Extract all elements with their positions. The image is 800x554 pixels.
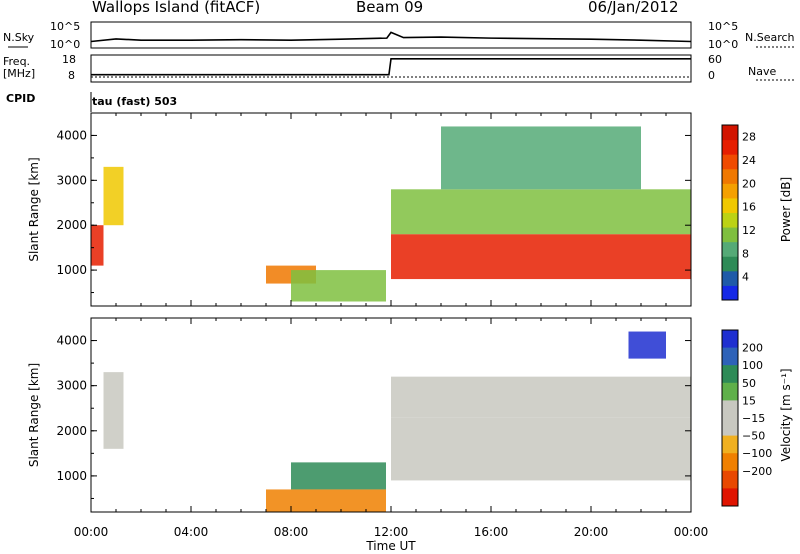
velocity-region-3 (391, 417, 691, 481)
beam-label: Beam 09 (356, 0, 424, 16)
freq-left-top-tick: 18 (62, 53, 76, 66)
velocity-region-1 (291, 462, 386, 490)
power-colorbar-label: Power [dB] (779, 177, 793, 242)
velocity-colorbar-tick-5: −50 (742, 430, 765, 443)
noise-right-bottom-tick: 10^0 (708, 38, 739, 51)
nsky-series-line (90, 31, 692, 43)
velocity-colorbar-cell-1 (722, 347, 738, 366)
freq-series-line (91, 57, 691, 76)
power-colorbar-cell-7 (722, 183, 738, 199)
velocity-ytick-label-2: 3000 (56, 379, 87, 393)
power-colorbar-cell-10 (722, 139, 738, 155)
velocity-colorbar-cell-5 (722, 418, 738, 437)
power-region-3 (291, 270, 386, 302)
velocity-region-0 (103, 372, 124, 449)
xtick-label-4: 16:00 (474, 525, 509, 539)
xtick-label-2: 08:00 (274, 525, 309, 539)
velocity-ytick-label-1: 2000 (56, 424, 87, 438)
power-region-1 (103, 166, 124, 226)
xtick-label-6: 00:00 (674, 525, 709, 539)
xtick-label-0: 00:00 (74, 525, 109, 539)
velocity-ytick-label-3: 4000 (56, 334, 87, 348)
power-colorbar-cell-5 (722, 212, 738, 228)
power-colorbar-tick-3: 16 (742, 201, 756, 214)
velocity-colorbar-cell-0 (722, 330, 738, 349)
freq-right-top-tick: 60 (708, 53, 722, 66)
cpid-label: CPID (6, 92, 36, 105)
power-colorbar-frame (721, 124, 739, 301)
power-colorbar-cell-0 (722, 285, 738, 301)
velocity-colorbar-cell-2 (722, 365, 738, 384)
velocity-region-5 (628, 331, 666, 359)
velocity-colorbar-frame (721, 329, 739, 507)
power-ytick-label-3: 4000 (56, 128, 87, 142)
nsky-label: N.Sky (3, 31, 35, 44)
velocity-colorbar-cell-8 (722, 470, 738, 489)
velocity-colorbar-tick-3: 15 (742, 394, 756, 407)
power-colorbar-cell-2 (722, 256, 738, 272)
power-colorbar-tick-6: 28 (742, 131, 756, 144)
velocity-colorbar-cell-7 (722, 453, 738, 472)
noise-left-top-tick: 10^5 (50, 20, 81, 33)
velocity-colorbar-cell-9 (722, 488, 738, 507)
freq-label: Freq. (3, 55, 31, 68)
power-colorbar-cell-9 (722, 154, 738, 170)
power-colorbar-cell-3 (722, 241, 738, 257)
power-ylabel: Slant Range [km] (27, 157, 41, 261)
xtick-label-5: 20:00 (574, 525, 609, 539)
power-ytick-label-2: 3000 (56, 173, 87, 187)
velocity-region-4 (391, 376, 691, 418)
freq-left-bottom-tick: 8 (68, 69, 75, 82)
power-ytick-label-1: 2000 (56, 218, 87, 232)
velocity-colorbar-tick-7: −200 (742, 465, 772, 478)
power-colorbar-tick-4: 20 (742, 177, 756, 190)
xtick-label-3: 12:00 (374, 525, 409, 539)
velocity-ylabel: Slant Range [km] (27, 363, 41, 467)
freq-unit-label: [MHz] (3, 67, 36, 80)
cpid-value: tau (fast) 503 (92, 95, 178, 108)
nave-label: Nave (748, 65, 777, 78)
power-colorbar-cell-8 (722, 168, 738, 184)
power-region-5 (391, 189, 691, 235)
power-colorbar-cell-4 (722, 227, 738, 243)
power-colorbar-tick-1: 8 (742, 247, 749, 260)
velocity-colorbar-tick-4: −15 (742, 412, 765, 425)
velocity-region-2 (266, 489, 386, 512)
velocity-colorbar-tick-6: −100 (742, 447, 772, 460)
x-axis-label: Time UT (365, 539, 416, 553)
velocity-colorbar-tick-0: 200 (742, 342, 763, 355)
velocity-ytick-label-0: 1000 (56, 469, 87, 483)
velocity-colorbar-tick-1: 100 (742, 359, 763, 372)
noise-right-top-tick: 10^5 (708, 20, 739, 33)
freq-panel-frame (90, 54, 692, 83)
noise-left-bottom-tick: 10^0 (50, 38, 81, 51)
velocity-colorbar-cell-3 (722, 382, 738, 401)
nsearch-label: N.Search (745, 31, 795, 44)
power-colorbar-tick-5: 24 (742, 154, 756, 167)
freq-right-bottom-tick: 0 (708, 69, 715, 82)
power-region-6 (441, 126, 641, 190)
power-ytick-label-0: 1000 (56, 263, 87, 277)
power-region-0 (91, 225, 104, 266)
date-label: 06/Jan/2012 (588, 0, 679, 16)
power-colorbar-cell-6 (722, 197, 738, 213)
power-colorbar-tick-2: 12 (742, 224, 756, 237)
velocity-colorbar-cell-4 (722, 400, 738, 419)
power-region-4 (391, 234, 691, 280)
power-colorbar-cell-11 (722, 125, 738, 141)
velocity-colorbar-label: Velocity [m s⁻¹] (779, 368, 793, 461)
power-colorbar-cell-1 (722, 270, 738, 286)
velocity-colorbar-tick-2: 50 (742, 377, 756, 390)
xtick-label-1: 04:00 (174, 525, 209, 539)
plot-title: Wallops Island (fitACF) (92, 0, 261, 16)
power-colorbar-tick-0: 4 (742, 271, 749, 284)
noise-panel-frame (90, 21, 692, 49)
velocity-colorbar-cell-6 (722, 435, 738, 454)
